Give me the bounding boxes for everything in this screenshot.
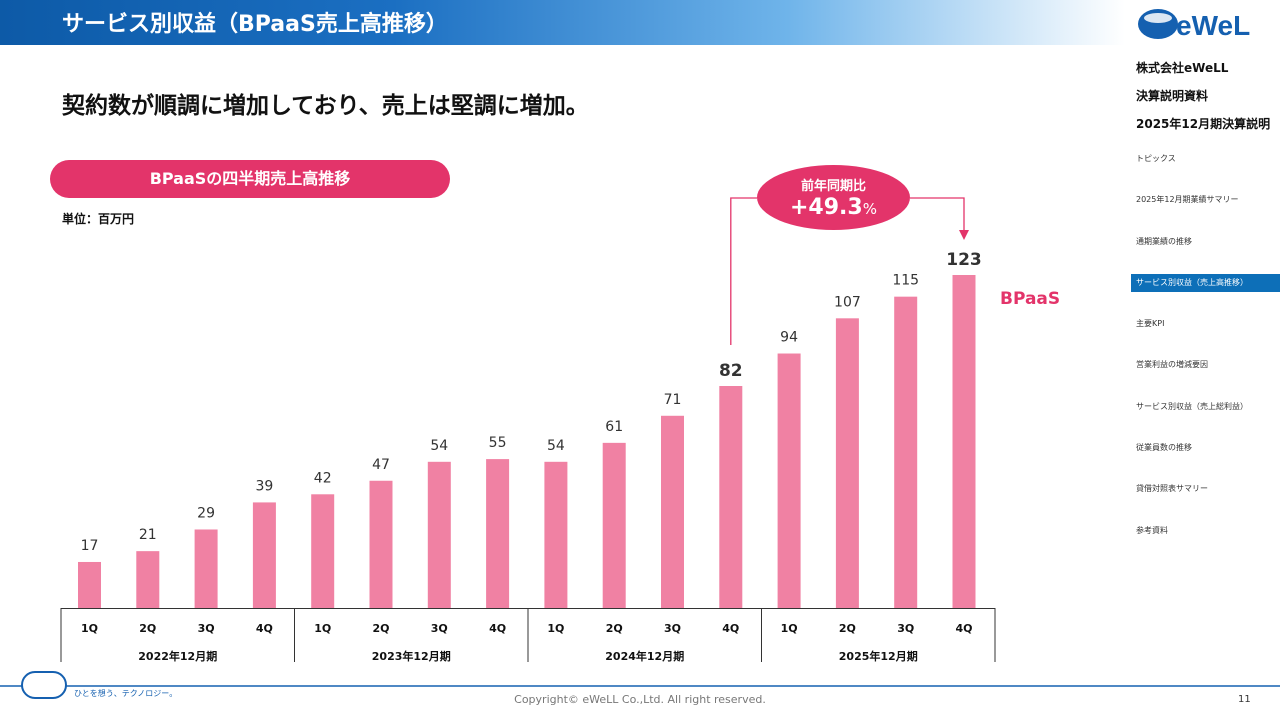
bar-2 — [136, 551, 160, 608]
nav-item-2[interactable]: 2025年12月期業績サマリー — [1136, 195, 1239, 205]
category-label-9: 1Q — [547, 622, 564, 635]
data-label-12: 82 — [719, 361, 743, 381]
data-label-5: 42 — [314, 470, 332, 486]
document-name: 決算説明資料 — [1136, 89, 1209, 103]
nav-item-6[interactable]: 営業利益の増減要因 — [1136, 360, 1208, 370]
category-label-2: 2Q — [139, 622, 156, 635]
data-label-11: 71 — [664, 392, 682, 408]
category-label-8: 4Q — [489, 622, 506, 635]
nav-item-3[interactable]: 通期業績の推移 — [1136, 236, 1192, 246]
data-label-3: 29 — [197, 505, 215, 521]
side-navigation: トピックス 2025年12月期業績サマリー 通期業績の推移サービス別収益（売上高推移… — [1131, 150, 1280, 563]
nav-item-8[interactable]: 従業員数の推移 — [1136, 443, 1192, 453]
category-label-7: 3Q — [431, 622, 448, 635]
page-number: 11 — [1238, 694, 1251, 705]
category-label-11: 3Q — [664, 622, 681, 635]
document-period: 2025年12月期決算説明 — [1136, 117, 1271, 131]
logo-text: eWeLL — [1176, 10, 1252, 41]
data-label-16: 123 — [946, 250, 982, 270]
data-label-4: 39 — [255, 478, 273, 494]
data-label-15: 115 — [892, 273, 919, 289]
yoy-callout: 前年同期比 +49.3% — [757, 165, 910, 230]
slide-subtitle: 契約数が順調に増加しており、売上は堅調に増加。 — [62, 93, 589, 119]
category-label-1: 1Q — [81, 622, 98, 635]
category-label-3: 3Q — [198, 622, 215, 635]
bar-7 — [427, 461, 451, 608]
data-label-10: 61 — [605, 419, 623, 435]
yoy-value: +49.3% — [790, 195, 877, 220]
bar-10 — [602, 442, 626, 608]
data-label-7: 54 — [430, 438, 448, 454]
data-label-13: 94 — [780, 330, 798, 346]
category-label-4: 4Q — [256, 622, 273, 635]
category-label-13: 1Q — [781, 622, 798, 635]
yoy-label: 前年同期比 — [800, 179, 866, 194]
category-label-16: 4Q — [955, 622, 972, 635]
series-label: BPaaS — [1000, 289, 1061, 309]
bar-9 — [544, 461, 568, 608]
category-label-14: 2Q — [839, 622, 856, 635]
data-label-6: 47 — [372, 457, 390, 473]
bar-14 — [835, 318, 859, 608]
bar-4 — [252, 502, 276, 608]
group-label-3: 2024年12月期 — [605, 649, 684, 663]
nav-item-10[interactable]: 参考資料 — [1136, 525, 1168, 535]
company-info: 株式会社eWeLL 決算説明資料 2025年12月期決算説明 — [1136, 54, 1270, 138]
footer-tagline: ひとを想う、テクノロジー。 — [74, 689, 178, 698]
unit-label: 単位：百万円 — [62, 212, 135, 226]
data-label-2: 21 — [139, 527, 157, 543]
category-label-10: 2Q — [606, 622, 623, 635]
yoy-connector — [730, 197, 965, 345]
page-title: サービス別収益（BPaaS売上高推移） — [62, 12, 448, 37]
category-label-5: 1Q — [314, 622, 331, 635]
bar-5 — [311, 494, 335, 608]
bar-1 — [78, 561, 101, 608]
bar-11 — [661, 415, 684, 608]
bar-8 — [486, 459, 510, 608]
group-label-2: 2023年12月期 — [372, 649, 451, 663]
bar-12 — [719, 386, 743, 608]
nav-item-9[interactable]: 貸借対照表サマリー — [1136, 484, 1208, 494]
nav-item-4[interactable]: サービス別収益（売上高推移） — [1131, 273, 1280, 292]
nav-item-1[interactable]: トピックス — [1136, 154, 1176, 163]
group-label-4: 2025年12月期 — [839, 649, 918, 663]
group-label-1: 2022年12月期 — [138, 649, 217, 663]
bar-3 — [194, 529, 218, 608]
bar-15 — [894, 296, 918, 608]
bar-6 — [369, 480, 393, 608]
category-label-15: 3Q — [897, 622, 914, 635]
company-logo: eWeLL — [1138, 9, 1252, 41]
data-label-8: 55 — [489, 435, 507, 451]
yoy-arrow-head — [959, 230, 969, 240]
data-label-14: 107 — [834, 294, 861, 310]
nav-item-7[interactable]: サービス別収益（売上総利益） — [1136, 401, 1248, 411]
company-name: 株式会社eWeLL — [1136, 61, 1229, 75]
category-label-6: 2Q — [372, 622, 389, 635]
header-bar — [0, 0, 1125, 45]
bar-16 — [952, 275, 976, 608]
nav-item-5[interactable]: 主要KPI — [1136, 319, 1165, 329]
data-label-1: 17 — [81, 538, 99, 554]
bar-13 — [777, 353, 801, 608]
category-label-12: 4Q — [722, 622, 739, 635]
copyright: Copyright© eWeLL Co.,Ltd. All right rese… — [514, 693, 766, 706]
chart-title: BPaaSの四半期売上高推移 — [50, 160, 450, 198]
data-label-9: 54 — [547, 438, 565, 454]
